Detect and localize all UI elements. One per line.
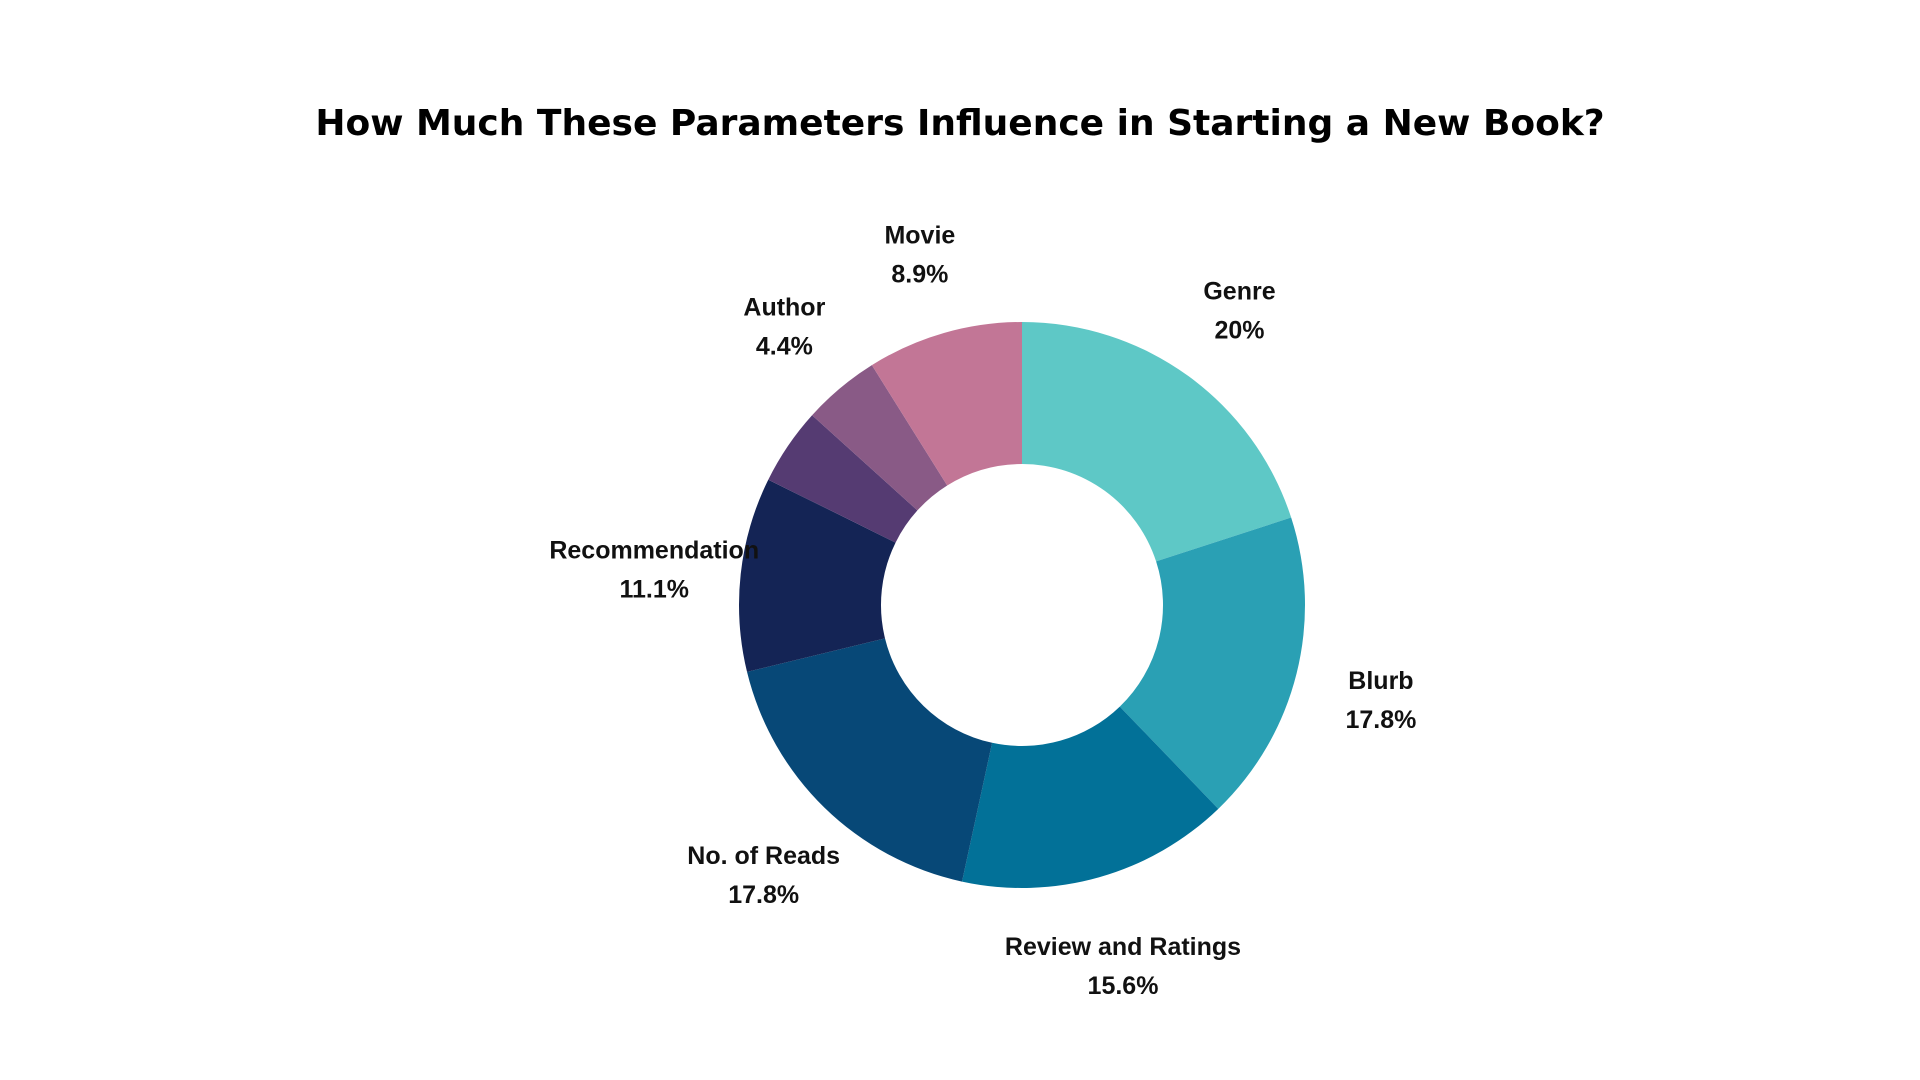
donut-slice bbox=[768, 415, 918, 543]
donut-slice bbox=[739, 479, 896, 672]
slice-value-label: 20% bbox=[1214, 317, 1264, 345]
slice-value-label: 17.8% bbox=[728, 881, 799, 909]
slice-label: Genre bbox=[1203, 278, 1275, 306]
donut-slice bbox=[962, 706, 1219, 889]
slice-value-label: 17.8% bbox=[1346, 706, 1417, 734]
slice-label: Blurb bbox=[1348, 667, 1413, 695]
donut-slice bbox=[1022, 322, 1292, 562]
donut-slice bbox=[1119, 517, 1305, 809]
donut-slice bbox=[812, 365, 948, 511]
slice-value-label: 8.9% bbox=[891, 260, 948, 288]
slice-label: Movie bbox=[884, 221, 955, 249]
slice-label: Author bbox=[743, 293, 825, 321]
slice-label: Recommendation bbox=[549, 536, 759, 564]
slice-label: No. of Reads bbox=[687, 842, 840, 870]
donut-slice bbox=[747, 638, 993, 882]
slices-group bbox=[739, 322, 1305, 889]
slice-label: Review and Ratings bbox=[1005, 933, 1241, 961]
slice-value-label: 4.4% bbox=[756, 332, 813, 360]
slice-value-label: 15.6% bbox=[1088, 972, 1159, 1000]
labels-group: Genre 20% Blurb 17.8% Review and Ratings 15.6… bbox=[549, 221, 1416, 1000]
chart-title: How Much These Parameters Influence in S… bbox=[315, 103, 1605, 144]
donut-slice bbox=[871, 322, 1022, 486]
slice-value-label: 11.1% bbox=[619, 575, 689, 603]
